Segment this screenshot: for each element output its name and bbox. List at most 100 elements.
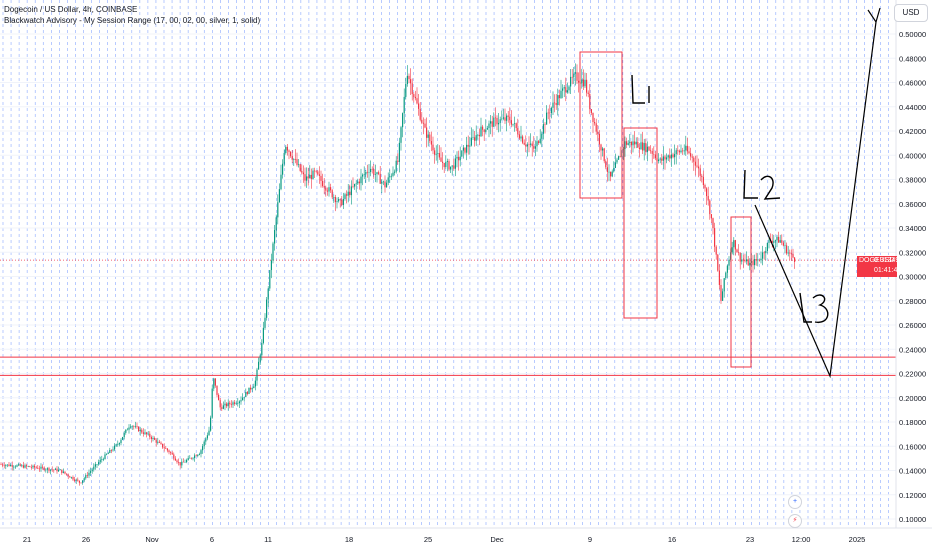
currency-unit-button[interactable]: USD — [894, 4, 928, 22]
candle-body — [606, 167, 608, 172]
candle-body — [213, 378, 215, 389]
candle-body — [546, 112, 548, 125]
candle-body — [333, 197, 335, 198]
candle-body — [746, 259, 748, 262]
price-tick-label: 0.50000 — [899, 30, 926, 39]
time-tick-label: 26 — [82, 535, 90, 544]
candle-body — [261, 342, 263, 356]
alert-bolt-icon[interactable]: ⚡ — [788, 514, 802, 528]
candle-body — [264, 317, 266, 328]
candle-body — [562, 88, 564, 91]
candle-body — [251, 388, 253, 390]
candle-body — [424, 123, 426, 128]
candle-body — [288, 150, 290, 152]
candle-body — [498, 122, 500, 125]
candle-body — [62, 471, 64, 473]
candle-body — [0, 464, 2, 466]
candle-body — [630, 141, 632, 146]
candle-body — [555, 103, 557, 106]
candle-body — [296, 159, 298, 165]
candle-body — [318, 174, 320, 176]
candle-body — [3, 465, 5, 467]
candle-body — [146, 432, 148, 435]
candle-body — [670, 154, 672, 159]
candle-body — [768, 240, 770, 243]
candle-body — [645, 143, 647, 152]
add-icon[interactable]: + — [788, 495, 802, 509]
candle-body — [576, 72, 578, 81]
candle-body — [584, 79, 586, 87]
time-tick-label: 6 — [210, 535, 214, 544]
indicator-title[interactable]: Blackwatch Advisory - My Session Range (… — [4, 16, 261, 25]
candle-body — [560, 90, 562, 99]
candle-body — [667, 155, 669, 158]
candle-body — [30, 467, 32, 468]
candle-body — [334, 197, 336, 203]
candle-body — [254, 380, 256, 387]
candle-body — [784, 245, 786, 246]
candle-body — [306, 176, 308, 181]
time-tick-label: 11 — [264, 535, 272, 544]
candle-body — [619, 156, 621, 158]
candle-body — [197, 454, 199, 456]
candle-body — [634, 141, 636, 145]
candle-body — [117, 444, 119, 445]
candle-body — [539, 138, 541, 143]
candle-body — [710, 214, 712, 219]
candle-body — [158, 441, 160, 443]
candle-body — [128, 427, 130, 430]
candle-body — [446, 161, 448, 162]
candle-body — [629, 141, 631, 144]
candle-body — [64, 471, 66, 474]
candle-body — [66, 473, 68, 475]
candle-body — [698, 166, 700, 169]
candle-body — [24, 465, 26, 468]
candle-body — [205, 438, 207, 442]
candle-body — [390, 175, 392, 177]
time-tick-label: 21 — [23, 535, 31, 544]
candle-body — [51, 469, 53, 471]
symbol-title[interactable]: Dogecoin / US Dollar, 4h, COINBASE — [4, 5, 138, 14]
candle-body — [502, 117, 504, 119]
candle-body — [150, 437, 152, 440]
time-axis[interactable]: 21 26 Nov 6 11 18 25 Dec 9 16 23 12:00 2025 — [23, 535, 866, 544]
candle-body — [200, 450, 202, 454]
candle-body — [134, 426, 136, 427]
candle-body — [594, 122, 596, 124]
candle-body — [165, 448, 167, 449]
price-tick-label: 0.28000 — [899, 297, 926, 306]
candle-body — [274, 229, 276, 244]
candle-body — [581, 79, 583, 84]
price-tick-label: 0.30000 — [899, 273, 926, 282]
candle-body — [683, 150, 685, 152]
candle-body — [638, 147, 640, 150]
candle-body — [110, 449, 112, 451]
candle-body — [357, 181, 359, 184]
time-tick-label: 16 — [668, 535, 676, 544]
candle-body — [618, 156, 620, 160]
candle-body — [595, 123, 597, 132]
candle-body — [669, 155, 671, 159]
candle-body — [758, 259, 760, 261]
candle-body — [680, 150, 682, 153]
candle-body — [272, 243, 274, 261]
price-tick-label: 0.14000 — [899, 467, 926, 476]
candle-body — [138, 426, 140, 432]
candle-body — [174, 458, 176, 461]
candle-body — [722, 291, 724, 301]
candle-body — [232, 402, 234, 405]
candle-body — [453, 165, 455, 169]
candle-body — [45, 469, 47, 471]
candle-body — [75, 479, 77, 481]
candle-body — [603, 148, 605, 162]
candle-body — [187, 458, 189, 461]
candle-body — [674, 154, 676, 158]
price-tick-label: 0.42000 — [899, 127, 926, 136]
candle-body — [141, 429, 143, 433]
price-axis[interactable]: 0.50000 0.48000 0.46000 0.44000 0.42000 0.400… — [899, 30, 926, 524]
candle-body — [755, 259, 757, 261]
candle-body — [19, 464, 21, 466]
candle-body — [672, 154, 674, 158]
candle-body — [352, 186, 354, 188]
